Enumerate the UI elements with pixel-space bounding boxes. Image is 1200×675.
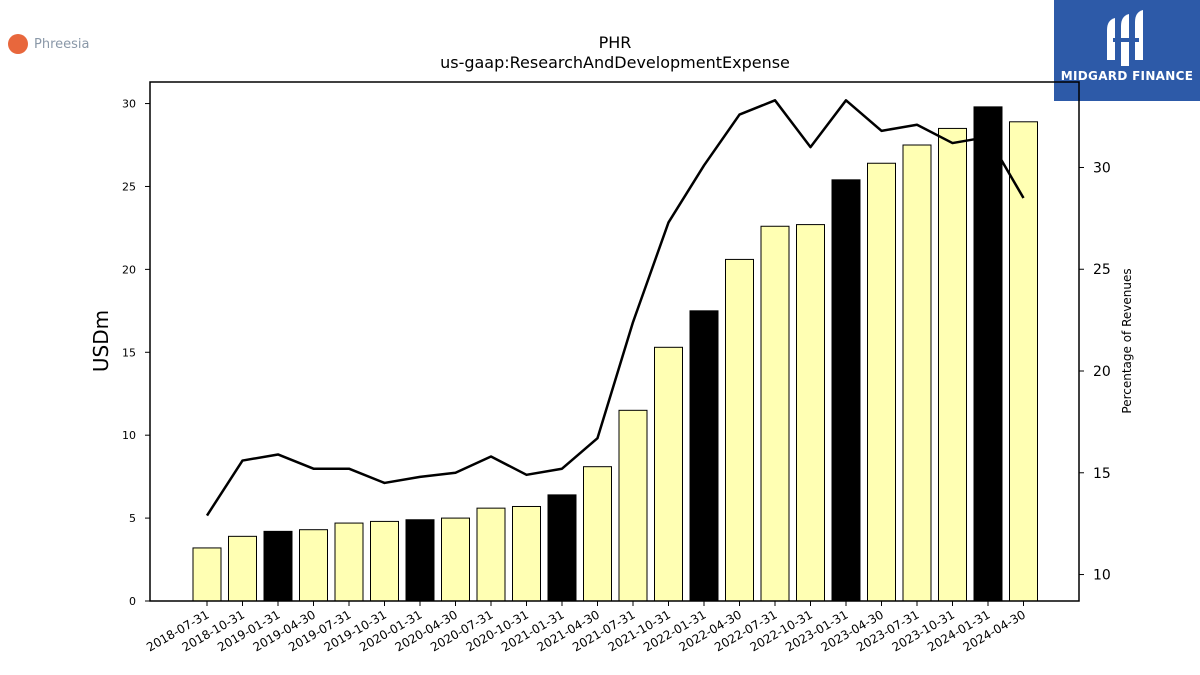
y-tick-label: 30 <box>122 98 136 111</box>
bar <box>441 517 470 602</box>
bar <box>654 346 683 602</box>
y-tick-label: 10 <box>122 429 136 442</box>
axes-layer <box>149 81 1080 602</box>
midgard-logo-icon <box>1054 8 1200 68</box>
bar <box>405 519 435 602</box>
y-tick-label: 15 <box>122 346 136 359</box>
bar <box>583 466 612 602</box>
bar <box>512 505 541 602</box>
bars-layer <box>192 106 1038 602</box>
y2-tick-label: 25 <box>1093 262 1111 278</box>
bar <box>831 179 861 602</box>
bar <box>228 535 257 602</box>
phreesia-logo-text: Phreesia <box>34 36 90 52</box>
y-tick-label: 0 <box>129 595 136 608</box>
y2-tick-label: 30 <box>1093 160 1111 176</box>
percentage-line <box>205 99 1025 517</box>
bar <box>476 507 506 602</box>
bar <box>973 106 1003 602</box>
bar <box>938 127 967 602</box>
bar <box>334 522 364 602</box>
line-layer <box>205 99 1025 517</box>
midgard-logo-text: MIDGARD FINANCE <box>1060 69 1194 83</box>
bar <box>760 225 790 602</box>
bar <box>263 530 293 602</box>
bar <box>299 529 328 602</box>
y-tick-label: 5 <box>129 512 136 525</box>
bar <box>902 144 932 602</box>
bar <box>547 494 577 602</box>
y2-axis-label: Percentage of Revenues <box>1120 268 1134 413</box>
chart-subtitle: us-gaap:ResearchAndDevelopmentExpense <box>440 53 790 72</box>
bar <box>370 520 399 602</box>
y-axis-label: USDm <box>89 310 113 372</box>
y2-tick-label: 15 <box>1093 466 1111 482</box>
bar <box>689 310 719 602</box>
bar <box>796 224 825 602</box>
y2-tick-label: 10 <box>1093 568 1111 584</box>
chart-title: PHR <box>599 33 632 52</box>
y-tick-label: 20 <box>122 263 136 276</box>
bar <box>618 409 648 602</box>
bar <box>192 547 222 602</box>
y-tick-label: 25 <box>122 180 136 193</box>
plot-frame <box>149 81 1080 602</box>
bar <box>867 162 896 602</box>
y2-tick-label: 20 <box>1093 364 1111 380</box>
bar <box>1009 121 1038 602</box>
bar <box>725 258 754 602</box>
phreesia-logo-icon <box>8 34 28 54</box>
phreesia-logo: Phreesia <box>8 34 90 54</box>
